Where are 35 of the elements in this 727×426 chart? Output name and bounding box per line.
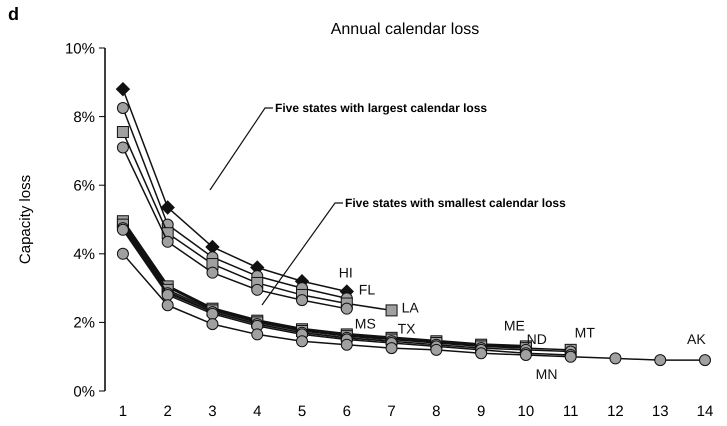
x-tick-label: 13 (652, 403, 669, 420)
y-tick-label: 0% (73, 383, 95, 400)
y-tick-label: 2% (73, 314, 95, 332)
series-label: LA (402, 299, 420, 316)
x-tick-label: 2 (164, 403, 172, 420)
x-tick-label: 1 (118, 403, 128, 420)
x-tick-label: 8 (432, 403, 441, 420)
series-label: MT (574, 324, 596, 341)
y-tick-label: 8% (73, 108, 95, 126)
x-tick-label: 10 (518, 403, 534, 420)
annotation: Five states with smallest calendar loss (345, 196, 566, 210)
x-tick-label: 11 (562, 403, 578, 420)
series-label: ME (504, 317, 525, 334)
x-tick-label: 9 (476, 403, 486, 420)
annotation: Five states with largest calendar loss (275, 101, 488, 116)
x-tick-label: 4 (253, 403, 262, 420)
y-axis-title: Capacity loss (17, 174, 34, 264)
text: d (8, 4, 19, 24)
series-label: AK (687, 331, 706, 348)
series-label: MN (536, 366, 558, 382)
series-label: FL (358, 281, 376, 298)
series-label: MS (354, 316, 376, 332)
series-label: HI (338, 264, 353, 281)
y-tick-label: 10% (64, 40, 95, 58)
x-tick-label: 14 (696, 403, 714, 420)
x-tick-label: 6 (342, 403, 351, 420)
x-tick-label: 12 (607, 403, 624, 420)
series-label: TX (398, 320, 416, 336)
x-tick-label: 3 (208, 403, 217, 420)
y-tick-label: 6% (73, 177, 95, 194)
chart-title: Annual calendar loss (330, 21, 480, 38)
x-tick-label: 7 (387, 403, 396, 420)
y-tick-label: 4% (73, 246, 95, 264)
x-tick-label: 5 (298, 403, 306, 420)
series-label: ND (526, 330, 547, 347)
